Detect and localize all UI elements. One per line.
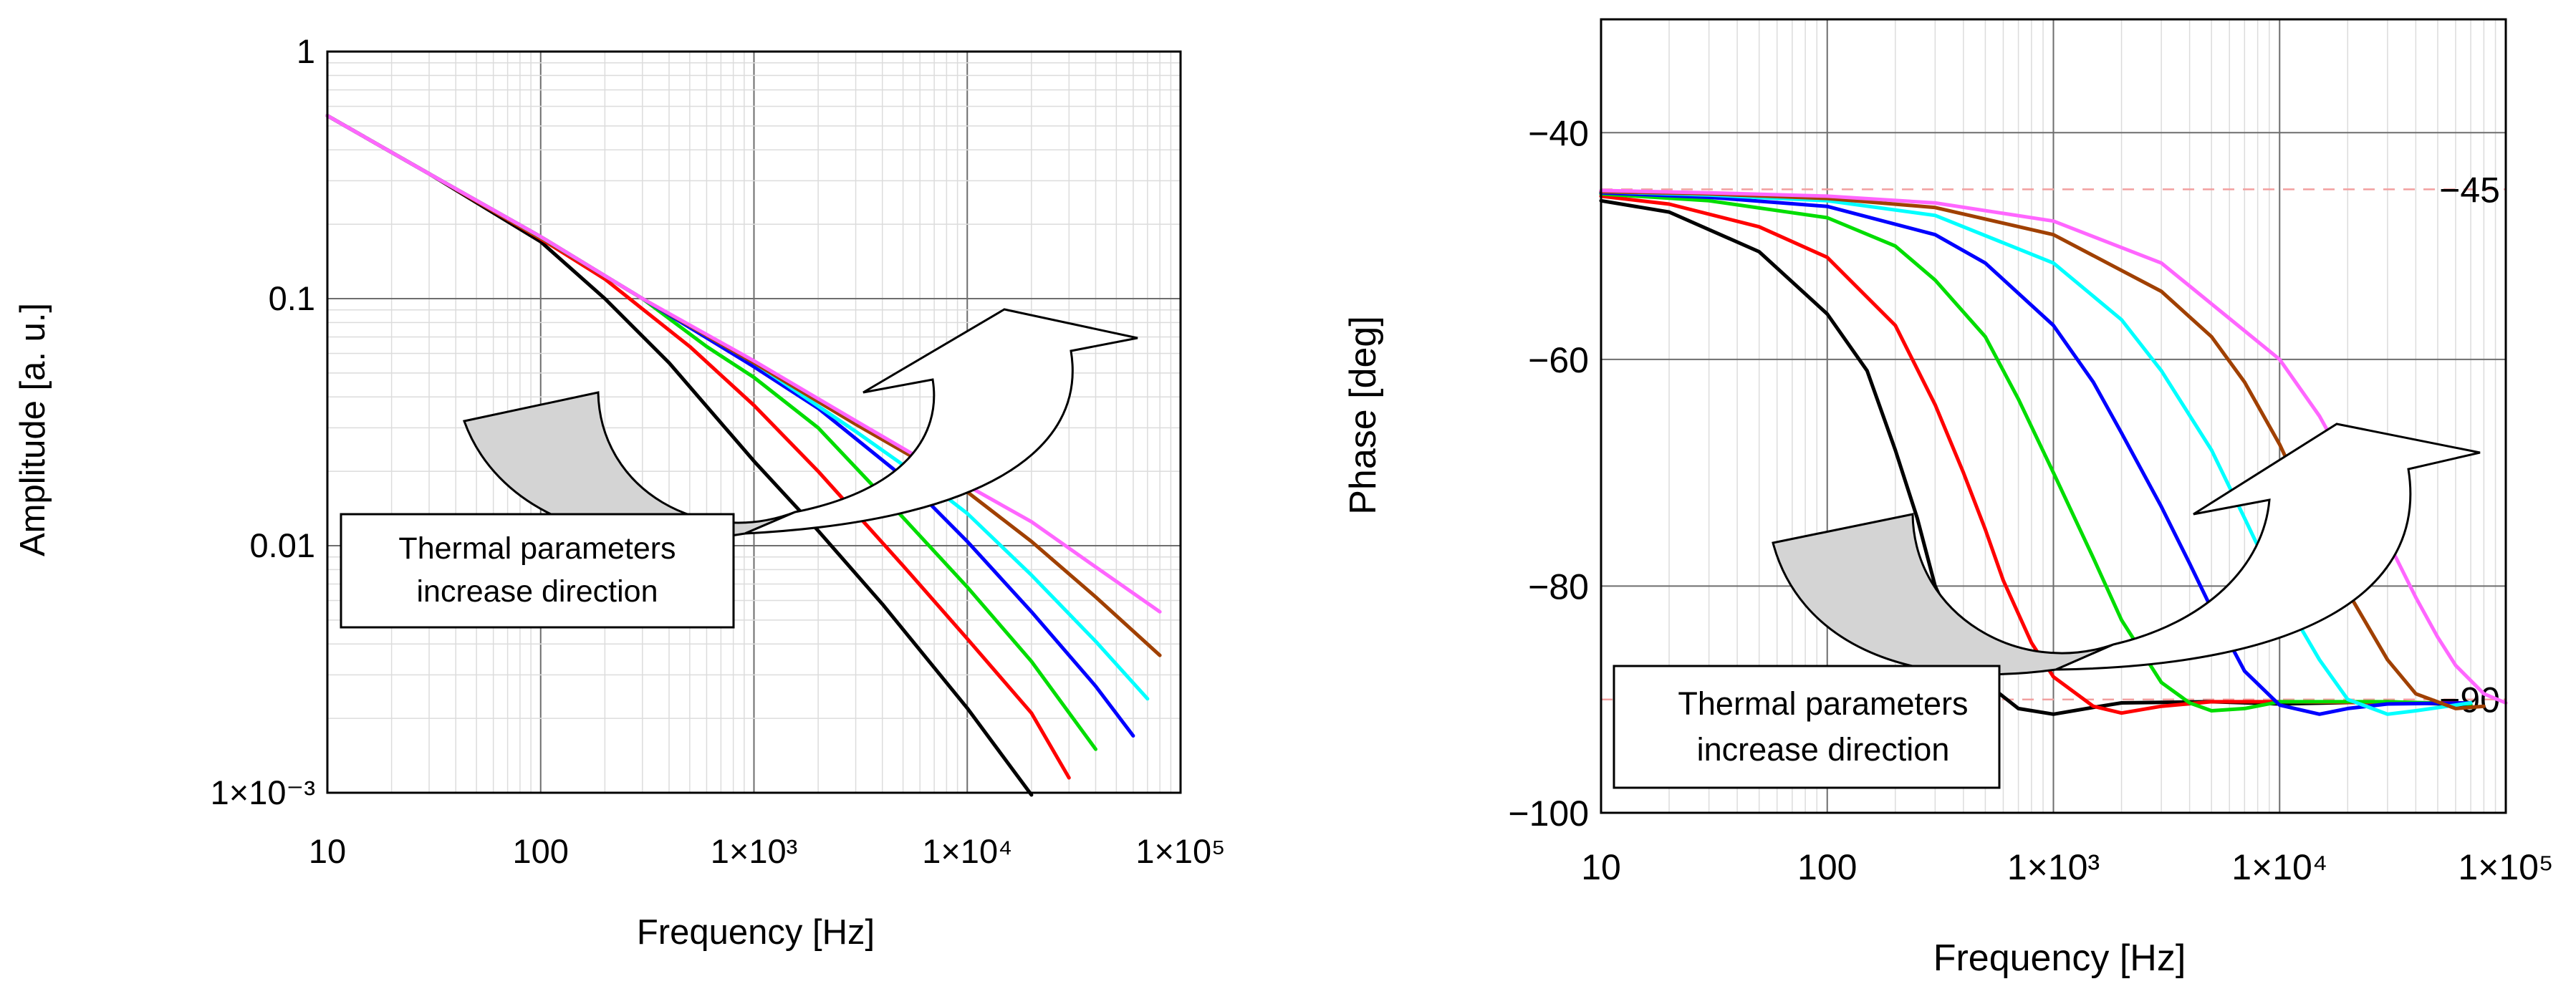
y-tick-label: 1 (297, 32, 315, 70)
phase-series (1599, 188, 2508, 716)
y-tick-label: 0.1 (269, 279, 315, 317)
series-line-4 (1599, 190, 2473, 716)
phase-tick-labels: 10 100 1×10³ 1×10⁴ 1×10⁵ −40 −60 −80 −100 (1508, 113, 2553, 887)
y-tick-label: −80 (1528, 566, 1589, 607)
x-tick-label: 10 (1581, 847, 1621, 887)
x-tick-label: 100 (1797, 847, 1857, 887)
phase-annotation-box (1613, 665, 2001, 789)
amplitude-x-axis-label: Frequency [Hz] (637, 913, 875, 952)
annotation-arrow-head (744, 308, 1138, 535)
phase-plot-frame (1600, 18, 2507, 814)
phase-chart: −45 −90 Thermal parameters increase direc… (1342, 18, 2554, 979)
x-tick-label: 100 (513, 832, 569, 870)
x-tick-label: 1×10³ (2007, 847, 2100, 887)
amplitude-annotation-arrow (463, 308, 1138, 541)
y-tick-label: −100 (1508, 793, 1589, 834)
reference-line-label: −45 (2439, 170, 2500, 210)
y-tick-label: 1×10⁻³ (211, 773, 315, 811)
amplitude-annotation-line2: increase direction (416, 574, 658, 609)
amplitude-series (325, 114, 1162, 797)
amplitude-annotation-line1: Thermal parameters (398, 531, 676, 566)
phase-annotation-line2: increase direction (1697, 731, 1950, 768)
phase-y-axis-label: Phase [deg] (1342, 316, 1384, 515)
series-line-7 (325, 114, 1162, 614)
series-line-3 (1599, 192, 2473, 713)
series-line-6 (1599, 190, 2486, 710)
y-tick-label: −40 (1528, 113, 1589, 153)
series-line-5 (1599, 190, 2473, 716)
amplitude-chart: Thermal parameters increase direction 10… (14, 32, 1226, 952)
y-tick-label: −60 (1528, 340, 1589, 380)
series-line-7 (1599, 188, 2508, 705)
phase-annotation-arrow (1772, 423, 2481, 675)
amplitude-tick-labels: 10 100 1×10³ 1×10⁴ 1×10⁵ 1 0.1 0.01 1×10⁻³ (211, 32, 1226, 870)
x-tick-label: 1×10⁴ (2231, 847, 2327, 887)
amplitude-annotation-box (340, 513, 735, 629)
amplitude-y-axis-label: Amplitude [a. u.] (14, 303, 52, 556)
x-tick-label: 1×10⁴ (922, 832, 1012, 870)
amplitude-grid (327, 52, 1181, 793)
series-line-2 (1599, 194, 2473, 715)
annotation-arrow-head (2055, 423, 2481, 671)
x-tick-label: 1×10⁵ (1135, 832, 1225, 870)
phase-reference-lines: −45 −90 (1601, 170, 2506, 720)
phase-x-axis-label: Frequency [Hz] (1933, 937, 2186, 979)
reference-line-label: −90 (2439, 680, 2500, 720)
x-tick-label: 10 (309, 832, 346, 870)
amplitude-plot-frame (326, 50, 1182, 794)
y-tick-label: 0.01 (250, 526, 315, 564)
x-tick-label: 1×10⁵ (2458, 847, 2553, 887)
phase-annotation-line1: Thermal parameters (1678, 685, 1968, 722)
x-tick-label: 1×10³ (711, 832, 798, 870)
